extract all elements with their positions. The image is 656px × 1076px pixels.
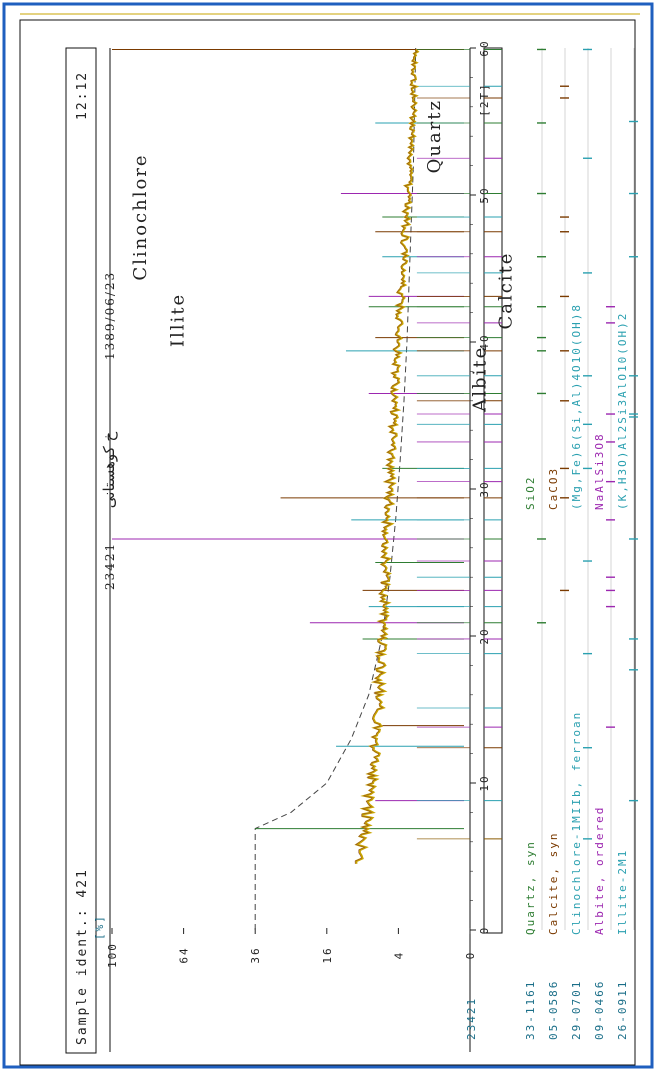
y-tick-label: 36 [249,946,262,963]
phase-name: Quartz, syn [524,840,537,935]
left-code-label: 23421 [465,997,478,1040]
annotation-label: Illite [168,293,189,347]
phase-name: Albite, ordered [593,806,606,935]
date-label: 1389/06/23 [103,271,117,360]
x-tick-label: 20 [478,627,491,644]
y-tick-label: 16 [321,946,334,963]
phase-code: 33-1161 [524,980,537,1040]
x-axis-label: [2T] [478,82,491,117]
peak-stick-strip [483,47,503,934]
sample-number-label: 23421 [103,542,117,590]
annotation-label: Quartz [424,99,445,173]
phase-formula: NaAlSi3O8 [593,432,606,510]
phase-code: 26-0911 [616,980,629,1040]
intensity-profile-outline [354,49,418,864]
annotation-label: Clinochlore [130,153,151,280]
chart-area: [%]041636641000102030405060[2T]Clinochlo… [93,39,517,968]
annotation-label: Albite [470,346,491,413]
phase-formula: (Mg,Fe)6(Si,Al)4O10(OH)8 [570,303,583,510]
header-group: Sample ident.: 421 23421 خ کوهستانی 1389/06… [75,71,478,1045]
phase-list: 33-1161 Quartz, syn SiO2 05-0586 Calcite, sy… [524,48,638,1040]
x-tick-label: 10 [478,774,491,791]
y-tick-label: 0 [464,951,477,960]
x-tick-label: 0 [478,926,491,935]
y-tick-label: 4 [392,951,405,960]
x-tick-label: 30 [478,480,491,497]
x-tick-label: 50 [478,186,491,203]
header-box [65,47,97,1054]
y-tick-label: 64 [178,946,191,963]
sample-ident-label: Sample ident.: 421 [75,868,90,1045]
x-tick-label: 60 [478,39,491,56]
phase-formula: SiO2 [524,476,537,511]
y-tick-label: 100 [106,942,119,968]
y-axis-label: [%] [93,914,106,940]
phase-name: Clinochlore-1MIIb, ferroan [570,711,583,935]
location-label: خ کوهستانی [100,431,118,508]
intensity-profile [354,49,420,864]
phase-code: 05-0586 [547,980,560,1040]
phase-name: Illite-2M1 [616,849,629,935]
time-label: 12:12 [75,71,90,120]
annotation-label: Calcite [496,252,517,330]
phase-formula: (K,H3O)Al2Si3AlO10(OH)2 [616,312,629,510]
phase-code: 29-0701 [570,980,583,1040]
phase-name: Calcite, syn [547,832,560,935]
phase-formula: CaCO3 [547,467,560,510]
inner-border [19,19,636,1066]
background-curve [254,47,417,930]
phase-code: 09-0466 [593,980,606,1040]
